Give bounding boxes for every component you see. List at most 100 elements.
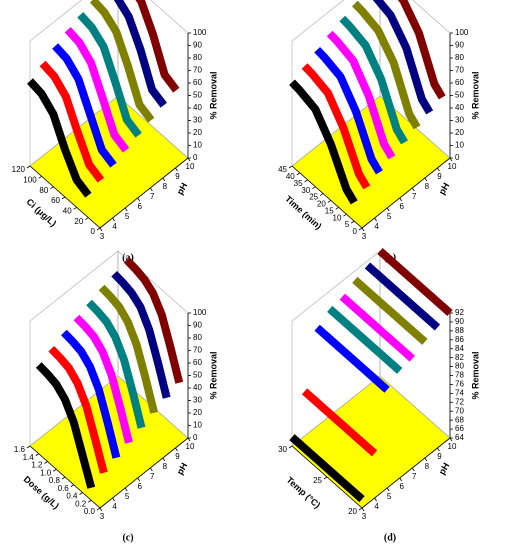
z-tick-label: 60 xyxy=(455,78,464,87)
ribbon xyxy=(372,0,434,115)
x-tick-label: 20 xyxy=(74,217,83,226)
x-tick xyxy=(96,507,101,511)
x-tick xyxy=(288,165,293,169)
x-tick-label: 1.2 xyxy=(31,461,43,470)
z-tick-label: 64 xyxy=(455,433,464,442)
z-axis-label: % Removal xyxy=(208,71,218,119)
y-tick-label: 9 xyxy=(175,452,180,461)
y-tick-label: 8 xyxy=(163,182,168,191)
ribbon xyxy=(339,15,408,145)
y-tick xyxy=(411,187,415,192)
x-tick xyxy=(335,207,339,210)
y-tick-label: 6 xyxy=(137,482,142,491)
y-tick-label: 3 xyxy=(100,512,105,521)
panel-label: (a) xyxy=(122,252,134,263)
x-tick-label: 35 xyxy=(294,179,303,188)
z-tick-label: 20 xyxy=(193,128,202,137)
z-tick-label: 84 xyxy=(455,344,464,353)
y-tick xyxy=(386,487,390,492)
ribbon xyxy=(364,262,441,331)
z-tick-label: 100 xyxy=(193,308,207,317)
x-tick-label: 0.8 xyxy=(49,476,61,485)
y-tick xyxy=(399,197,403,202)
x-tick-label: 40 xyxy=(286,172,295,181)
z-tick-label: 90 xyxy=(193,321,202,330)
x-tick xyxy=(61,476,66,480)
y-tick-label: 9 xyxy=(437,172,442,181)
y-tick-label: 5 xyxy=(125,212,130,221)
y-tick-label: 6 xyxy=(399,202,404,211)
x-tick-label: 10 xyxy=(333,213,342,222)
x-tick xyxy=(50,186,54,189)
y-tick-label: 10 xyxy=(186,442,195,451)
x-tick xyxy=(79,492,83,495)
y-axis-label: pH xyxy=(437,181,452,196)
ribbon xyxy=(73,314,133,444)
ribbon xyxy=(48,345,108,474)
y-tick-label: 5 xyxy=(387,212,392,221)
z-tick-label: 90 xyxy=(455,317,464,326)
x-tick xyxy=(53,468,57,472)
z-tick-label: 66 xyxy=(455,424,464,433)
ribbon xyxy=(301,388,378,457)
y-tick-label: 8 xyxy=(163,462,168,471)
x-tick-label: 0 xyxy=(353,227,358,236)
y-tick-label: 9 xyxy=(437,452,442,461)
y-tick-label: 9 xyxy=(175,172,180,181)
y-tick xyxy=(112,217,115,222)
floor xyxy=(291,375,451,509)
y-tick xyxy=(99,227,103,232)
ribbon xyxy=(123,257,184,384)
x-tick-label: 0.2 xyxy=(75,499,87,508)
y-axis-label: pH xyxy=(175,181,190,196)
z-axis-label: % Removal xyxy=(470,351,480,399)
y-axis xyxy=(99,437,189,509)
y-axis xyxy=(99,157,189,229)
ribbon xyxy=(314,324,390,393)
ribbon xyxy=(111,270,171,399)
y-tick xyxy=(175,167,178,172)
panel-label: (c) xyxy=(122,532,133,543)
z-tick-label: 50 xyxy=(193,371,202,380)
ribbon xyxy=(339,293,415,362)
x-tick-label: 25 xyxy=(309,193,318,202)
z-tick-label: 70 xyxy=(455,406,464,415)
z-tick-label: 76 xyxy=(455,380,464,389)
z-tick-label: 86 xyxy=(455,335,464,344)
y-tick xyxy=(99,507,103,512)
ribbon xyxy=(64,27,130,153)
ribbon xyxy=(27,78,92,198)
ribbon xyxy=(377,248,453,316)
z-tick-label: 70 xyxy=(455,66,464,75)
y-tick-label: 4 xyxy=(374,222,379,231)
z-tick-label: 0 xyxy=(193,433,198,442)
x-tick-label: 80 xyxy=(39,186,48,195)
x-tick xyxy=(88,499,92,503)
y-tick xyxy=(424,457,428,462)
y-tick xyxy=(437,167,440,172)
y-tick xyxy=(162,177,166,182)
ribbon xyxy=(352,276,428,345)
y-axis-label: pH xyxy=(175,461,190,476)
x-tick-label: 20 xyxy=(348,507,357,516)
ribbon xyxy=(326,30,396,160)
y-tick xyxy=(374,497,377,502)
z-tick-label: 80 xyxy=(455,362,464,371)
z-tick-label: 70 xyxy=(193,346,202,355)
z-tick-label: 0 xyxy=(455,153,460,162)
x-tick xyxy=(85,217,89,220)
x-tick-label: 1.6 xyxy=(14,445,26,454)
x-tick xyxy=(96,227,101,231)
y-tick xyxy=(124,487,128,492)
z-tick-label: 40 xyxy=(455,103,464,112)
y-tick-label: 4 xyxy=(374,502,379,511)
x-tick xyxy=(288,445,293,449)
y-tick xyxy=(149,467,153,472)
z-tick-label: 10 xyxy=(455,141,464,150)
z-tick-label: 50 xyxy=(193,91,202,100)
